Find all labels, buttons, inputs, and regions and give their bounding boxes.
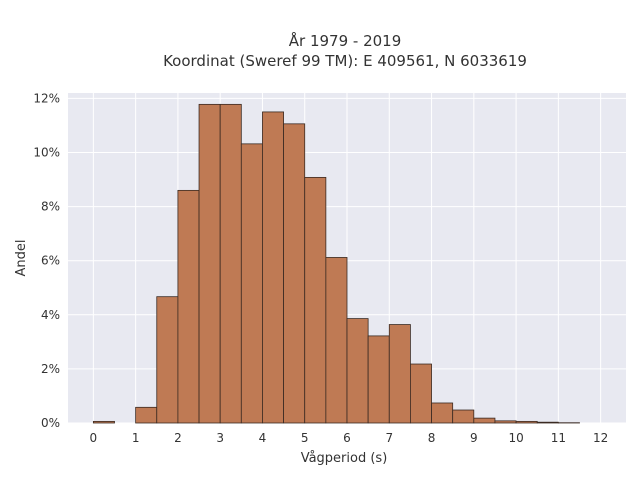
x-tick-label: 3: [216, 431, 224, 445]
x-tick-label: 8: [428, 431, 436, 445]
y-tick-label: 8%: [41, 200, 60, 214]
y-tick-label: 12%: [33, 91, 60, 105]
histogram-bar: [346, 318, 369, 424]
x-tick-label: 2: [174, 431, 182, 445]
histogram-bar: [536, 421, 559, 424]
histogram-bar: [219, 103, 242, 424]
y-tick-label: 4%: [41, 308, 60, 322]
histogram-bar: [304, 176, 327, 424]
histogram-bar: [325, 257, 348, 424]
y-tick-label: 0%: [41, 416, 60, 430]
histogram-bar: [473, 417, 496, 424]
histogram-bar: [410, 363, 432, 424]
histogram-bar: [367, 335, 390, 424]
x-tick-label: 11: [551, 431, 566, 445]
histogram-bar: [262, 111, 284, 424]
chart-title: År 1979 - 2019: [289, 31, 402, 50]
x-tick-label: 4: [259, 431, 267, 445]
y-tick-label: 10%: [33, 146, 60, 160]
y-axis-label: Andel: [14, 240, 29, 277]
x-tick-label: 9: [470, 431, 478, 445]
histogram-bar: [198, 103, 221, 424]
histogram-bar: [156, 296, 179, 424]
histogram-bar: [388, 324, 411, 424]
x-tick-label: 0: [90, 431, 98, 445]
chart-subtitle: Koordinat (Sweref 99 TM): E 409561, N 60…: [163, 52, 527, 70]
x-tick-label: 12: [593, 431, 608, 445]
histogram-bar: [283, 123, 306, 424]
histogram-bar: [494, 420, 517, 424]
x-tick-label: 6: [343, 431, 351, 445]
x-axis-ticks: 0 1 2 3 4 5 6 7 8 9 10 11 12: [90, 431, 609, 445]
histogram-bar: [515, 420, 538, 424]
x-tick-label: 7: [385, 431, 393, 445]
x-tick-label: 5: [301, 431, 309, 445]
x-axis-label: Vågperiod (s): [301, 451, 388, 466]
x-tick-label: 1: [132, 431, 140, 445]
y-tick-label: 6%: [41, 254, 60, 268]
histogram-bar: [135, 406, 158, 424]
y-axis-ticks: 0% 2% 4% 6% 8% 10% 12%: [33, 91, 60, 430]
histogram-bar: [452, 409, 475, 424]
histogram-bar: [177, 189, 200, 424]
x-tick-label: 10: [508, 431, 523, 445]
histogram-bar: [431, 402, 454, 424]
y-tick-label: 2%: [41, 362, 60, 376]
histogram-bar: [240, 143, 263, 424]
histogram-bar: [92, 420, 115, 424]
bars: [92, 103, 580, 424]
